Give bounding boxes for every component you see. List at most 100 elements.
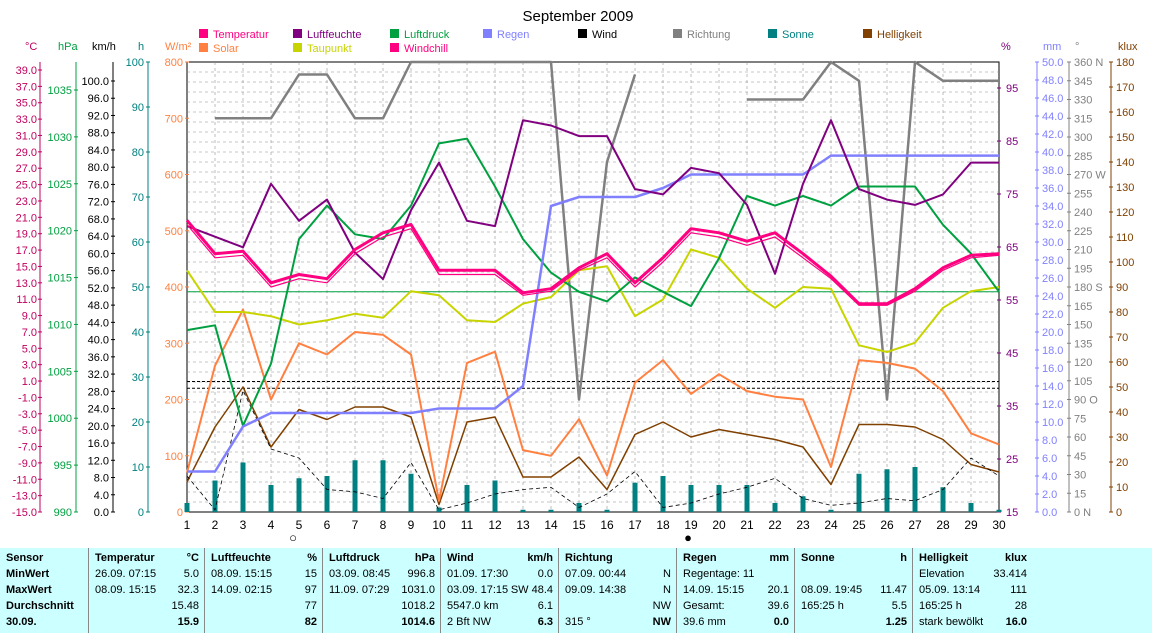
col-temperatur: Temperatur °C 26.09. 07:15 5.0 08.09. 15:15 3… [88, 548, 205, 633]
axis-tick-deg: 0 N [1074, 507, 1091, 519]
axis-tick-kmh: 52.0 [88, 283, 109, 295]
legend-swatch [483, 29, 492, 38]
x-tick-label: 15 [572, 518, 586, 532]
axis-tick-kmh: 100.0 [81, 76, 109, 88]
axis-tick-temp: -15.0 [12, 507, 37, 519]
zenith-marker: ○ [289, 530, 297, 545]
axis-tick-kmh: 12.0 [88, 455, 109, 467]
axis-tick-temp: 39.0 [16, 65, 37, 77]
sun-bar [688, 485, 694, 512]
x-tick-label: 21 [740, 518, 754, 532]
sun-bar [912, 467, 918, 512]
axis-tick-hpa: 1010 [48, 319, 72, 331]
axis-tick-klux: 120 [1116, 207, 1134, 219]
axis-tick-deg: 165 [1074, 301, 1092, 313]
legend-swatch [199, 29, 208, 38]
axis-tick-pct: 65 [1006, 242, 1018, 254]
axis-unit-kmh: km/h [92, 41, 116, 53]
axis-tick-kmh: 4.0 [94, 490, 109, 502]
legend: Temperatur Solar Luftfeuchte Taupunkt Luftdr… [199, 29, 922, 55]
sun-bar [772, 503, 778, 512]
axis-tick-klux: 60 [1116, 357, 1128, 369]
legend-swatch [390, 29, 399, 38]
axis-tick-deg: 285 [1074, 151, 1092, 163]
axis-tick-wm2: 0 [177, 507, 183, 519]
axis-tick-pct: 95 [1006, 83, 1018, 95]
series-line-taupunkt [186, 248, 1000, 353]
sun-bar [884, 469, 890, 512]
axis-tick-deg: 75 [1074, 413, 1086, 425]
series-line-wind [186, 390, 1000, 511]
legend-label: Sonne [782, 29, 814, 41]
axis-tick-temp: 31.0 [16, 130, 37, 142]
cell-value: N [663, 568, 671, 580]
legend-label: Temperatur [213, 29, 269, 41]
axis-tick-wm2: 500 [165, 226, 183, 238]
row-label: MaxWert [6, 584, 52, 596]
cell-value: 5.5 [891, 600, 907, 612]
axis-tick-temp: 27.0 [16, 163, 37, 175]
axis-tick-temp: 23.0 [16, 196, 37, 208]
x-tick-label: 10 [432, 518, 446, 532]
sun-bar [828, 509, 834, 512]
col-unit: % [307, 552, 317, 564]
axis-tick-mm: 50.0 [1042, 57, 1063, 69]
col-header: Wind [447, 552, 474, 564]
legend-label: Taupunkt [307, 43, 352, 55]
col-header: Regen [683, 552, 717, 564]
cell-value: 20.1 [767, 584, 789, 596]
x-tick-label: 24 [824, 518, 838, 532]
x-tick-label: 19 [684, 518, 698, 532]
cell-value: 11.47 [880, 584, 907, 596]
axis-tick-temp: 33.0 [16, 114, 37, 126]
cell-value: NW [652, 600, 671, 612]
row-label: MinWert [6, 568, 50, 580]
col-unit: klux [1004, 552, 1027, 564]
axis-tick-h: 0 [138, 507, 144, 519]
cell-value: 39.6 [767, 600, 789, 612]
axis-tick-kmh: 24.0 [88, 404, 109, 416]
axis-tick-temp: 21.0 [16, 212, 37, 224]
cell-label: 39.6 mm [683, 616, 726, 628]
sun-bar [464, 485, 470, 512]
axis-tick-kmh: 80.0 [88, 162, 109, 174]
axis-tick-temp: 7.0 [22, 327, 37, 339]
axis-tick-temp: 25.0 [16, 180, 37, 192]
series-line-richtung [215, 60, 999, 401]
cell-value: 1018.2 [401, 600, 435, 612]
cell-value: 28 [1014, 600, 1027, 612]
col-unit: °C [186, 552, 199, 564]
cell-label: stark bewölkt [919, 616, 984, 628]
sun-bar [352, 460, 358, 512]
axis-tick-temp: -11.0 [13, 474, 37, 486]
legend-swatch [673, 29, 682, 38]
legend-swatch [293, 43, 302, 52]
cell-value: 15 [304, 568, 317, 580]
axis-tick-kmh: 96.0 [88, 93, 109, 105]
axis-tick-mm: 4.0 [1042, 471, 1057, 483]
series-line-luftdruck [186, 137, 1000, 427]
cell-value: 5.0 [183, 568, 199, 580]
axis-unit-h: h [138, 41, 144, 53]
x-tick-label: 4 [268, 518, 275, 532]
axis-tick-temp: 1.0 [22, 376, 37, 388]
axis-tick-h: 60 [132, 237, 144, 249]
x-tick-label: 25 [852, 518, 866, 532]
axis-tick-kmh: 56.0 [88, 266, 109, 278]
cell-label: Gesamt: [683, 600, 725, 612]
x-tick-label: 26 [880, 518, 894, 532]
axis-tick-klux: 90 [1116, 282, 1128, 294]
stats-table: Sensor MinWert MaxWert Durchschnitt 30.0… [0, 548, 1152, 633]
legend-label: Helligkeit [877, 29, 922, 41]
axis-tick-deg: 90 O [1074, 395, 1098, 407]
axis-tick-deg: 345 [1074, 76, 1092, 88]
col-sonne: Sonne h 08.09. 19:45 11.47 165:25 h 5.5 1.25 [794, 548, 913, 633]
cell-value: 32.3 [177, 584, 199, 596]
axis-tick-klux: 10 [1116, 482, 1128, 494]
axis-tick-mm: 32.0 [1042, 219, 1063, 231]
cell-label: 315 ° [565, 616, 591, 628]
cell-value: 996.8 [407, 568, 435, 580]
axis-tick-kmh: 28.0 [88, 386, 109, 398]
cell-value: SW 48.4 [510, 584, 553, 596]
col-wind: Wind km/h 01.09. 17:30 0.0 03.09. 17:15 SW 48… [440, 548, 559, 633]
